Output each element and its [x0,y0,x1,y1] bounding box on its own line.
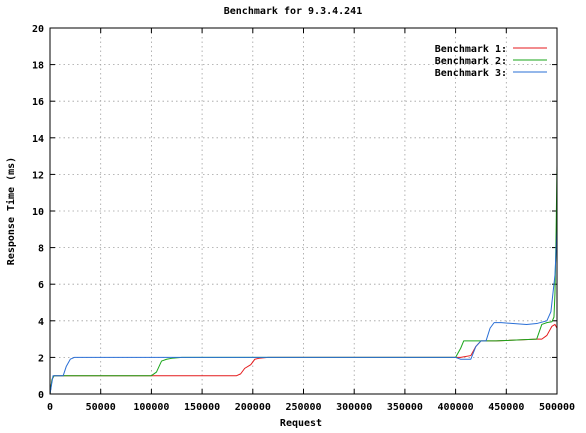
x-tick-label: 100000 [133,402,169,413]
x-tick-label: 400000 [438,402,474,413]
legend-label-benchmark-1: Benchmark 1: [435,44,507,55]
x-tick-label: 350000 [387,402,423,413]
series-line-benchmark-3 [50,197,557,394]
y-axis-label: Response Time (ms) [5,157,17,265]
y-tick-label: 4 [38,317,44,328]
y-tick-label: 20 [32,24,44,35]
legend-label-benchmark-3: Benchmark 3: [435,68,507,79]
y-tick-label: 0 [38,390,44,401]
legend-label-benchmark-2: Benchmark 2: [435,56,507,67]
plot-border [49,27,558,395]
y-tick-label: 2 [38,353,44,364]
series-layer [50,147,557,394]
x-tick-label: 250000 [285,402,321,413]
legend: Benchmark 1:Benchmark 2:Benchmark 3: [435,44,547,79]
grid-layer [50,28,557,394]
y-tick-label: 18 [32,61,44,72]
x-axis-label: Request [280,418,322,429]
x-tick-label: 50000 [86,402,116,413]
x-tick-label: 0 [47,402,53,413]
y-tick-label: 12 [32,170,44,181]
series-line-benchmark-2 [50,147,557,394]
x-tick-label: 450000 [488,402,524,413]
chart-title: Benchmark for 9.3.4.241 [224,6,362,17]
y-tick-label: 6 [38,280,44,291]
x-tick-label: 150000 [184,402,220,413]
y-tick-label: 16 [32,97,44,108]
x-tick-label: 300000 [336,402,372,413]
tick-layer: 0 2 4 6 8 10 12 14 16 18 20 0 50000 100000 150000 20000… [32,24,575,413]
y-tick-label: 14 [32,134,44,145]
x-tick-label: 200000 [235,402,271,413]
y-tick-label: 10 [32,207,44,218]
x-tick-label: 500000 [539,402,575,413]
y-tick-label: 8 [38,244,44,255]
series-line-benchmark-1 [50,323,557,394]
